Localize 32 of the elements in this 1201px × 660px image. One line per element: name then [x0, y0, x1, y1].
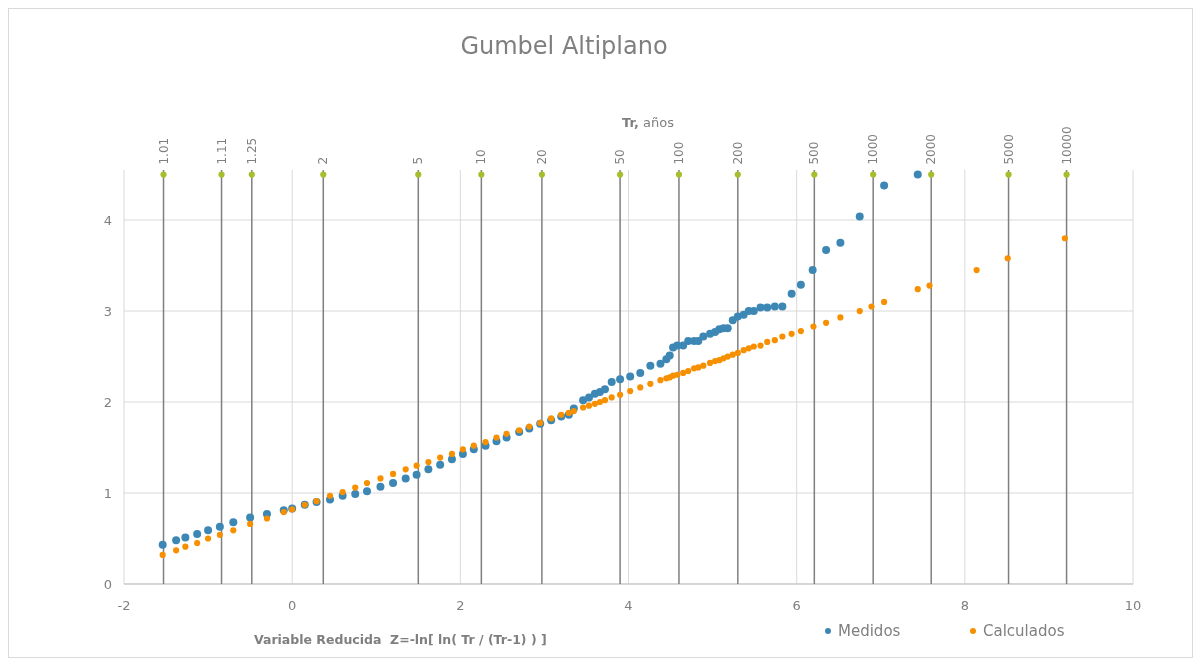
x-tick-label: 4 — [624, 598, 633, 613]
annotation: 50 — [613, 149, 628, 165]
y-tick-label: 0 — [103, 577, 112, 592]
y-tick-label: 4 — [103, 213, 112, 229]
annotation: 2000 — [924, 134, 939, 165]
x-tick-label: 6 — [792, 598, 801, 613]
chart-title: Gumbel Altiplano — [460, 32, 668, 60]
x-axis-title: Variable Reducida Z=-ln[ ln( Tr / (Tr-1) ) ] — [254, 632, 547, 647]
annotation: 2 — [316, 156, 331, 165]
annotation: 500 — [807, 141, 822, 165]
annotation: 5 — [411, 156, 426, 165]
annotation: 5000 — [1001, 134, 1016, 165]
x-tick-label: 8 — [960, 598, 969, 613]
annotation: 10 — [474, 149, 489, 165]
x-tick-label: 10 — [1124, 598, 1142, 613]
x-tick-label: -2 — [117, 598, 131, 613]
annotation: 10000 — [1059, 126, 1074, 165]
annotation: 1.25 — [244, 137, 259, 165]
annotation: 200 — [730, 141, 745, 165]
annotation: 1.11 — [214, 137, 229, 165]
annotation: 1000 — [866, 134, 881, 165]
annotation: 1.01 — [156, 137, 171, 165]
y-tick-label: 2 — [103, 395, 112, 411]
x-tick-label: 2 — [456, 598, 465, 613]
legend-label: Medidos — [838, 622, 901, 640]
text: Tr, años — [622, 115, 675, 130]
x-tick-label: 0 — [288, 598, 297, 613]
annotation: 20 — [534, 149, 549, 165]
y-tick-label: 3 — [103, 304, 112, 320]
y-tick-label: 1 — [103, 486, 112, 502]
legend-label: Calculados — [983, 622, 1065, 640]
annotation: 100 — [671, 141, 686, 165]
